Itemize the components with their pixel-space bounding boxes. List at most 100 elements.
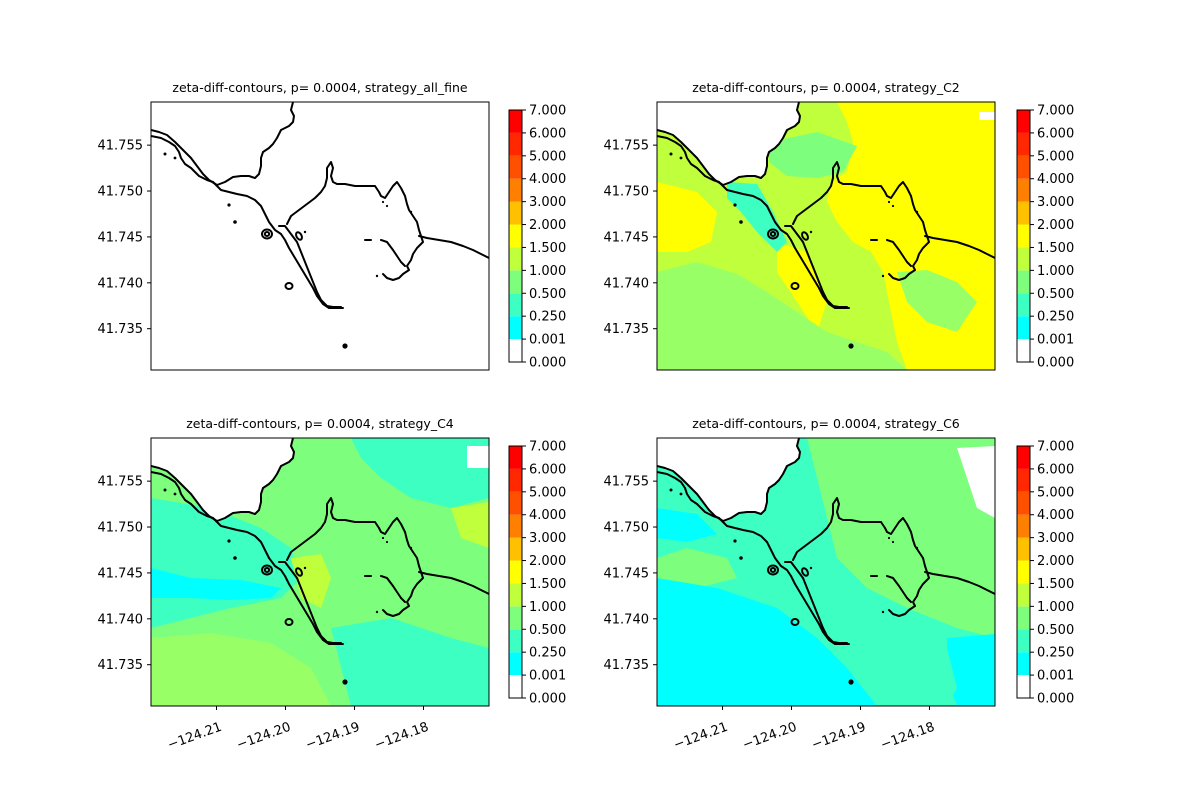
xtick-label: −124.20: [741, 720, 799, 753]
xtick-label: −124.20: [235, 720, 293, 753]
colorbar-4: 0.000 0.001 0.250 0.500 1.000 1.500 2.000 3.000…: [1016, 440, 1074, 707]
ytick-label: 41.740: [604, 276, 650, 291]
colorbar-band: [509, 652, 522, 676]
colorbar-frame: [508, 109, 523, 363]
ytick-label: 41.750: [604, 521, 650, 536]
panel-3-fill-yg-center: [291, 554, 331, 608]
colorbar-label: 4.000: [529, 172, 566, 187]
colorbar-band: [509, 155, 522, 179]
colorbar-band: [509, 514, 522, 538]
ytick-label: 41.755: [98, 475, 144, 490]
colorbar-label: 1.500: [529, 241, 566, 256]
ytick-label: 41.745: [98, 566, 144, 581]
panel-1-yticks: 41.755 41.750 41.745 41.740 41.735: [98, 139, 151, 337]
colorbar-label: 0.001: [529, 669, 566, 684]
colorbar-label: 0.001: [529, 333, 566, 348]
colorbar-label: 1.000: [529, 600, 566, 615]
colorbar-label: 6.000: [1037, 126, 1074, 141]
ytick-label: 41.745: [604, 230, 650, 245]
colorbar-band: [1017, 606, 1030, 630]
xtick-label: −124.19: [304, 720, 362, 753]
panel-3-fill-teal-east: [351, 438, 489, 508]
colorbar-label: 5.000: [529, 149, 566, 164]
colorbar-label: 2.000: [529, 554, 566, 569]
panel-3-fill-green-sw: [151, 633, 331, 706]
panel-3-yticks: 41.755 41.750 41.745 41.740 41.735: [98, 475, 151, 673]
xtick-label: −124.18: [373, 720, 431, 753]
colorbar-band: [1017, 537, 1030, 561]
panel-1-background: [151, 102, 489, 370]
ytick-label: 41.735: [98, 322, 144, 337]
colorbar-label: 1.500: [1037, 241, 1074, 256]
panel-4-fill-teal-south: [857, 634, 957, 706]
colorbar-label: 1.500: [1037, 577, 1074, 592]
colorbar-band: [509, 583, 522, 607]
panel-4-fill-cyan-sw: [657, 578, 877, 706]
colorbar-label: 0.500: [529, 623, 566, 638]
panel-3-fill-teal-lower: [331, 618, 489, 706]
colorbar-band: [1017, 675, 1030, 698]
panel-4-yticks: 41.755 41.750 41.745 41.740 41.735: [604, 475, 657, 673]
colorbar-label: 6.000: [529, 462, 566, 477]
colorbar-label: 0.001: [1037, 333, 1074, 348]
colorbar-frame: [1016, 445, 1031, 699]
panel-2-fill-green-patch: [897, 270, 977, 332]
colorbar-label: 1.000: [1037, 600, 1074, 615]
colorbar-band: [509, 339, 522, 362]
ytick-label: 41.750: [604, 185, 650, 200]
colorbar-label: 0.250: [529, 310, 566, 325]
colorbar-band: [509, 178, 522, 202]
colorbar-band: [1017, 178, 1030, 202]
ytick-label: 41.750: [98, 521, 144, 536]
panel-2-fill-yellow-mid: [777, 242, 827, 332]
colorbar-band: [509, 560, 522, 584]
panel-4-fill-green-north: [807, 438, 995, 638]
ytick-label: 41.735: [98, 658, 144, 673]
panel-4-map-area: [657, 438, 995, 706]
panel-2-map-area: [657, 102, 995, 370]
colorbar-label: 0.500: [529, 287, 566, 302]
colorbar-band: [1017, 110, 1030, 133]
colorbar-label: 3.000: [529, 531, 566, 546]
colorbar-label: 2.000: [1037, 218, 1074, 233]
colorbar-label: 2.000: [529, 218, 566, 233]
colorbar-label: 7.000: [1037, 104, 1074, 119]
panel-2-fill-green-sw: [657, 262, 907, 370]
ytick-label: 41.740: [604, 612, 650, 627]
colorbar-label: 1.000: [529, 264, 566, 279]
colorbar-band: [1017, 316, 1030, 340]
panel-2-title: zeta-diff-contours, p= 0.0004, strategy_…: [692, 80, 960, 95]
colorbar-band: [1017, 247, 1030, 271]
colorbar-label: 7.000: [529, 104, 566, 119]
colorbar-label: 3.000: [1037, 195, 1074, 210]
colorbar-label: 5.000: [529, 485, 566, 500]
panel-4-frame: [656, 437, 996, 707]
xtick-label: −124.19: [810, 720, 868, 753]
panel-4-land-corner: [957, 446, 995, 518]
xtick-label: −124.18: [879, 720, 937, 753]
colorbar-band: [1017, 201, 1030, 225]
panel-3-map-area: [151, 438, 489, 706]
colorbar-band: [509, 293, 522, 317]
colorbar-band: [1017, 514, 1030, 538]
colorbar-band: [1017, 491, 1030, 515]
colorbar-label: 0.000: [1037, 356, 1074, 371]
ytick-label: 41.735: [604, 322, 650, 337]
panel-1-title: zeta-diff-contours, p= 0.0004, strategy_…: [172, 80, 467, 95]
xtick-label: −124.21: [672, 720, 730, 753]
colorbar-label: 4.000: [1037, 508, 1074, 523]
panel-1: zeta-diff-contours, p= 0.0004, strategy_…: [98, 80, 490, 371]
colorbar-label: 2.000: [1037, 554, 1074, 569]
colorbar-band: [1017, 446, 1030, 469]
colorbar-label: 5.000: [1037, 485, 1074, 500]
colorbar-band: [509, 110, 522, 133]
colorbar-label: 4.000: [529, 508, 566, 523]
panel-4-xticks: −124.21 −124.20 −124.19 −124.18: [672, 706, 937, 753]
ytick-label: 41.745: [604, 566, 650, 581]
panel-3-frame: [150, 437, 490, 707]
colorbar-label: 1.500: [529, 577, 566, 592]
panel-3-xticks: −124.21 −124.20 −124.19 −124.18: [166, 706, 431, 753]
colorbar-band: [1017, 155, 1030, 179]
colorbar-band: [1017, 583, 1030, 607]
panel-4-fill-green-west: [657, 548, 737, 588]
